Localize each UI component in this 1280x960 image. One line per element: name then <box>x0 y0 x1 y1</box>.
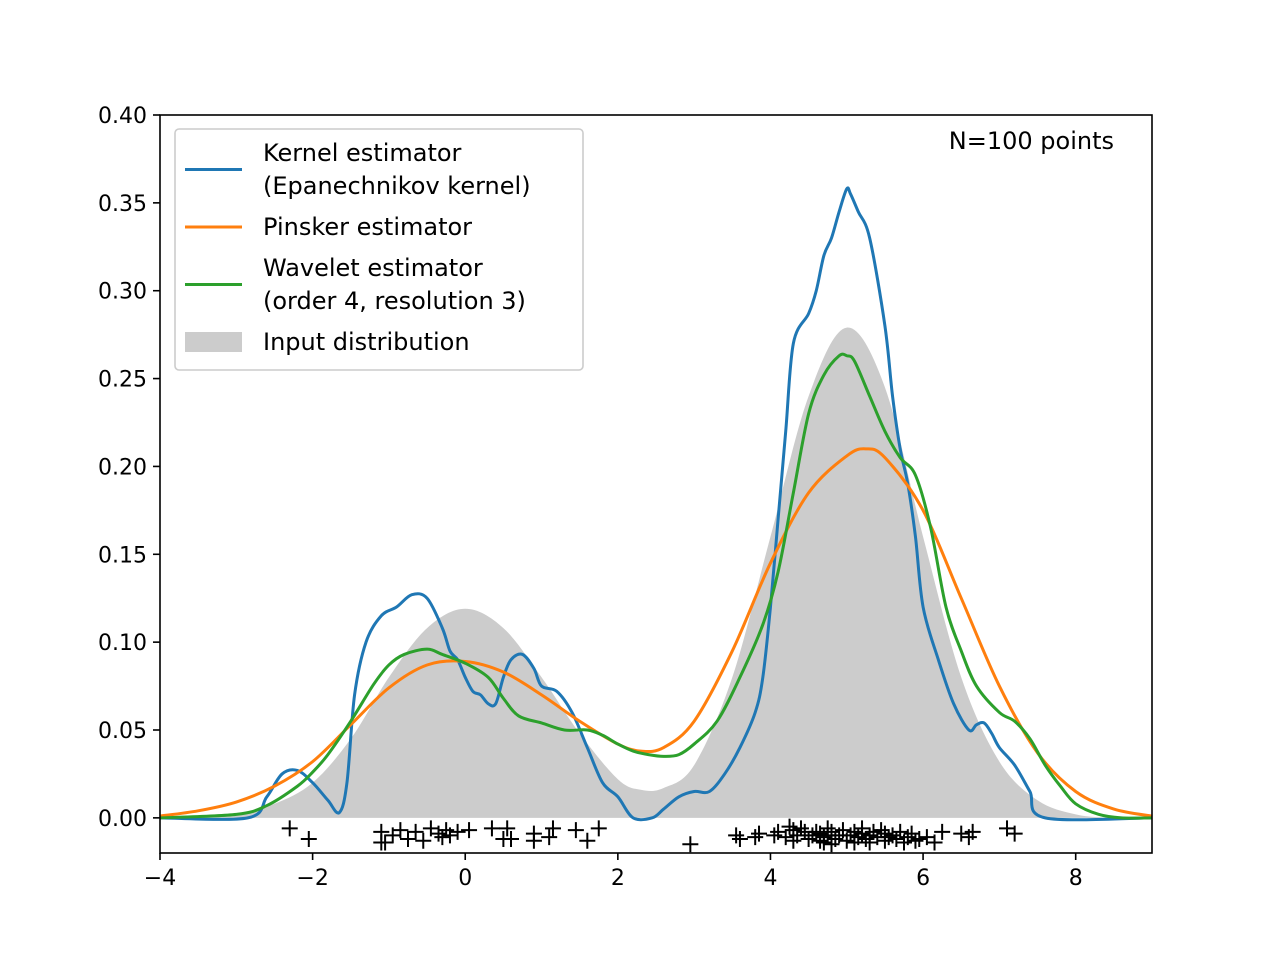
sample-marker <box>751 825 768 842</box>
y-tick-label: 0.05 <box>98 719 147 744</box>
legend-label-pinsker: Pinsker estimator <box>263 213 472 241</box>
sample-count-annotation: N=100 points <box>949 127 1114 155</box>
sample-marker <box>880 829 897 846</box>
sample-marker <box>430 825 447 842</box>
sample-marker <box>823 823 840 840</box>
x-tick-label: 0 <box>458 866 472 891</box>
sample-marker <box>953 825 970 842</box>
sample-marker <box>876 825 893 842</box>
sample-marker <box>857 830 874 847</box>
sample-marker <box>377 834 394 851</box>
x-tick-label: 6 <box>916 866 930 891</box>
legend-label-input: Input distribution <box>263 328 470 356</box>
sample-marker <box>899 829 916 846</box>
sample-marker <box>499 820 516 837</box>
sample-marker <box>747 829 764 846</box>
x-tick-label: −4 <box>144 866 176 891</box>
legend-label-wavelet: Wavelet estimator (order 4, resolution 3) <box>263 254 526 315</box>
sample-marker <box>934 823 951 840</box>
sample-marker <box>964 823 981 840</box>
plot-series <box>160 186 1152 853</box>
x-tick-label: 2 <box>611 866 625 891</box>
y-tick-label: 0.40 <box>98 104 147 129</box>
sample-marker <box>884 827 901 844</box>
sample-marker <box>907 832 924 849</box>
sample-marker <box>441 827 458 844</box>
sample-marker <box>392 822 409 839</box>
x-tick-label: 8 <box>1069 866 1083 891</box>
sample-marker <box>503 830 520 847</box>
series-line-kernel <box>160 186 1152 822</box>
sample-marker <box>461 822 478 839</box>
sample-marker <box>407 823 424 840</box>
y-tick-label: 0.35 <box>98 192 147 217</box>
sample-marker <box>766 827 783 844</box>
sample-marker <box>400 830 416 847</box>
legend: Kernel estimator (Epanechnikov kernel) Pin… <box>174 128 584 371</box>
plot-area <box>160 186 1152 853</box>
sample-marker <box>800 830 817 847</box>
sample-marker <box>544 820 561 837</box>
sample-marker <box>567 822 584 839</box>
sample-marker <box>281 820 298 837</box>
sample-marker <box>827 830 844 847</box>
sample-marker <box>777 829 794 846</box>
sample-marker <box>731 830 748 847</box>
series-area-input <box>160 327 1152 819</box>
sample-marker <box>792 820 809 837</box>
y-tick-label: 0.10 <box>98 631 147 656</box>
sample-marker <box>579 832 596 849</box>
y-tick-label: 0.25 <box>98 368 147 393</box>
sample-marker <box>854 820 871 837</box>
legend-swatch-input <box>185 332 242 352</box>
y-tick-label: 0.20 <box>98 455 147 480</box>
y-axis: 0.00 0.05 0.10 0.15 0.20 0.25 0.30 0.35 0.40 <box>98 104 160 832</box>
sample-marker <box>728 827 745 844</box>
x-axis: −4 −2 0 2 4 6 8 <box>144 853 1083 891</box>
sample-marker <box>842 827 859 844</box>
sample-marker <box>525 832 542 849</box>
sample-marker <box>911 830 928 847</box>
x-tick-label: −2 <box>296 866 328 891</box>
sample-marker <box>926 834 943 851</box>
y-tick-label: 0.15 <box>98 543 147 568</box>
sample-marker <box>888 830 905 847</box>
x-tick-label: 4 <box>763 866 777 891</box>
sample-marker <box>590 820 607 837</box>
sample-marker <box>415 832 432 849</box>
series-line-wavelet <box>160 352 1152 820</box>
sample-marker <box>300 830 317 847</box>
sample-marker <box>541 829 558 846</box>
y-tick-label: 0.30 <box>98 280 147 305</box>
axes-frame <box>159 114 1153 854</box>
legend-label-kernel: Kernel estimator (Epanechnikov kernel) <box>263 139 531 200</box>
sample-marker <box>873 822 890 839</box>
sample-marker <box>483 820 500 837</box>
legend-box <box>174 128 584 371</box>
sample-marker <box>682 836 699 853</box>
sample-marker <box>789 827 806 844</box>
sample-marker <box>449 823 466 840</box>
y-tick-label: 0.00 <box>98 807 147 832</box>
sample-marker <box>434 829 451 846</box>
sample-marker <box>1006 825 1023 842</box>
sample-marker <box>850 829 867 846</box>
sample-marker <box>781 818 798 835</box>
